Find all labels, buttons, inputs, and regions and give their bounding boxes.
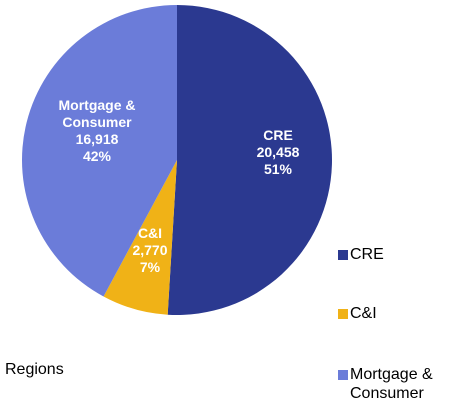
slice-percent: 51% (263, 161, 293, 177)
slice-category: C&I (137, 225, 163, 241)
pie-slice (103, 160, 177, 315)
slice-category: CRE (263, 127, 293, 143)
pie-slice (21, 4, 178, 297)
slice-percent: 42% (82, 148, 112, 164)
slice-label: Mortgage & Consumer 16,918 42% (37, 97, 157, 165)
legend-label: CRE (350, 246, 384, 263)
slice-value: 20,458 (256, 144, 300, 160)
legend-label: Mortgage & Consumer (350, 366, 433, 402)
legend-swatch (338, 370, 348, 380)
legend-swatch (338, 309, 348, 319)
slice-percent: 7% (139, 259, 161, 275)
caption: Regions (5, 361, 64, 378)
slice-value: 16,918 (75, 131, 119, 147)
slice-label: C&I 2,770 7% (120, 225, 180, 276)
legend-swatch (338, 250, 348, 260)
slice-category: Mortgage & Consumer (58, 97, 136, 130)
legend-label: C&I (350, 305, 377, 322)
slice-label: CRE 20,458 51% (248, 127, 308, 178)
slice-value: 2,770 (132, 242, 168, 258)
pie-slice (167, 5, 333, 315)
